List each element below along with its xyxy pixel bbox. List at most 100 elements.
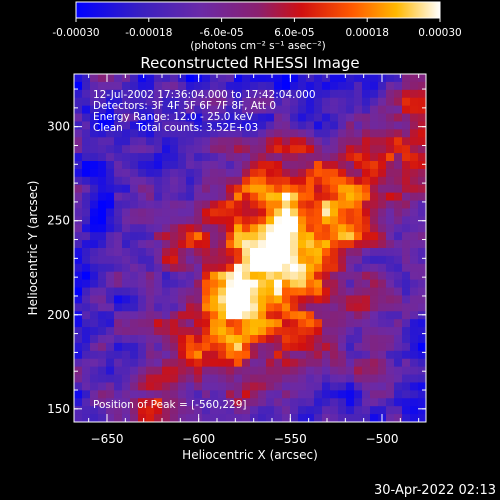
heatmap-cell xyxy=(242,113,251,123)
colorbar-tick-label: -0.00030 xyxy=(52,27,99,39)
heatmap-cell xyxy=(386,303,395,312)
heatmap-cell xyxy=(242,406,251,415)
heatmap-cell xyxy=(114,255,123,265)
heatmap-cell xyxy=(98,74,107,83)
heatmap-cell xyxy=(106,319,115,328)
heatmap-cell xyxy=(186,208,195,217)
heatmap-cell xyxy=(194,382,203,391)
heatmap-cell xyxy=(354,255,363,265)
heatmap-cell xyxy=(178,145,187,154)
heatmap-cell xyxy=(170,121,179,130)
heatmap-cell xyxy=(402,161,411,170)
heatmap-cell xyxy=(282,382,291,391)
heatmap-cell xyxy=(194,335,203,344)
heatmap-cell xyxy=(282,168,291,178)
heatmap-cell xyxy=(290,279,299,289)
heatmap-cell xyxy=(394,232,403,241)
heatmap-cell xyxy=(394,263,403,273)
heatmap-cell xyxy=(178,216,187,225)
heatmap-cell xyxy=(306,121,315,130)
heatmap-cell xyxy=(146,121,155,130)
heatmap-cell xyxy=(202,192,211,202)
heatmap-cell xyxy=(130,192,139,202)
x-tick-label: −650 xyxy=(91,432,124,446)
heatmap-cell xyxy=(282,105,291,115)
heatmap-cell xyxy=(106,232,115,241)
heatmap-cell xyxy=(90,176,99,186)
heatmap-cell xyxy=(194,390,203,399)
heatmap-cell xyxy=(106,311,115,320)
heatmap-cell xyxy=(330,406,339,415)
heatmap-cell xyxy=(218,89,227,99)
heatmap-cell xyxy=(194,248,203,257)
heatmap-cell xyxy=(250,192,259,202)
heatmap-cell xyxy=(354,390,363,399)
heatmap-cell xyxy=(194,303,203,312)
heatmap-cell xyxy=(154,382,163,391)
heatmap-cell xyxy=(106,374,115,384)
heatmap-cell xyxy=(210,398,219,407)
heatmap-cell xyxy=(106,350,115,360)
heatmap-cell xyxy=(370,398,379,407)
heatmap-cell xyxy=(354,224,363,233)
heatmap-cell xyxy=(322,350,331,360)
heatmap-cell xyxy=(202,406,211,415)
heatmap-cell xyxy=(410,248,419,257)
heatmap-cell xyxy=(322,263,331,273)
heatmap-cell xyxy=(330,176,339,186)
heatmap-cell xyxy=(122,168,131,178)
heatmap-cell xyxy=(90,248,99,257)
heatmap-cell xyxy=(194,319,203,328)
heatmap-cell xyxy=(378,311,387,320)
heatmap-cell xyxy=(410,255,419,265)
heatmap-cell xyxy=(298,327,307,336)
heatmap-cell xyxy=(170,184,179,194)
heatmap-cell xyxy=(322,271,331,281)
heatmap-cell xyxy=(258,414,267,422)
heatmap-cell xyxy=(354,168,363,178)
heatmap-cell xyxy=(74,406,83,415)
heatmap-cell xyxy=(394,121,403,130)
heatmap-cell xyxy=(266,208,275,217)
heatmap-cell xyxy=(194,295,203,304)
heatmap-cell xyxy=(322,113,331,123)
heatmap-cell xyxy=(194,342,203,352)
heatmap-cell xyxy=(114,327,123,336)
heatmap-cell xyxy=(210,121,219,130)
heatmap-cell xyxy=(130,240,139,249)
x-axis-label: Heliocentric X (arcsec) xyxy=(182,448,318,462)
heatmap-cell xyxy=(394,81,403,91)
heatmap-cell xyxy=(330,74,339,83)
heatmap-cell xyxy=(130,414,139,422)
heatmap-cell xyxy=(154,192,163,202)
heatmap-cell xyxy=(282,327,291,336)
heatmap-cell xyxy=(394,240,403,249)
heatmap-cell xyxy=(322,105,331,115)
heatmap-cell xyxy=(226,390,235,399)
heatmap-cell xyxy=(138,74,147,83)
heatmap-cell xyxy=(122,216,131,225)
heatmap-cell xyxy=(138,168,147,178)
heatmap-cell xyxy=(218,303,227,312)
heatmap-cell xyxy=(234,97,243,107)
heatmap-cell xyxy=(370,240,379,249)
heatmap-cell xyxy=(98,145,107,154)
heatmap-cell xyxy=(90,192,99,202)
heatmap-cell xyxy=(346,97,355,107)
heatmap-cell xyxy=(378,161,387,170)
heatmap-cell xyxy=(90,406,99,415)
heatmap-cell xyxy=(186,145,195,154)
heatmap-cell xyxy=(402,374,411,384)
heatmap-cell xyxy=(114,168,123,178)
heatmap-cell xyxy=(386,374,395,384)
heatmap-cell xyxy=(74,335,83,344)
heatmap-cell xyxy=(314,303,323,312)
annotation-energy-range: Energy Range: 12.0 - 25.0 keV xyxy=(93,111,254,123)
heatmap-cell xyxy=(410,97,419,107)
heatmap-cell xyxy=(114,224,123,233)
heatmap-cell xyxy=(250,176,259,186)
heatmap-cell xyxy=(170,319,179,328)
heatmap-cell xyxy=(162,200,171,210)
heatmap-cell xyxy=(346,350,355,360)
